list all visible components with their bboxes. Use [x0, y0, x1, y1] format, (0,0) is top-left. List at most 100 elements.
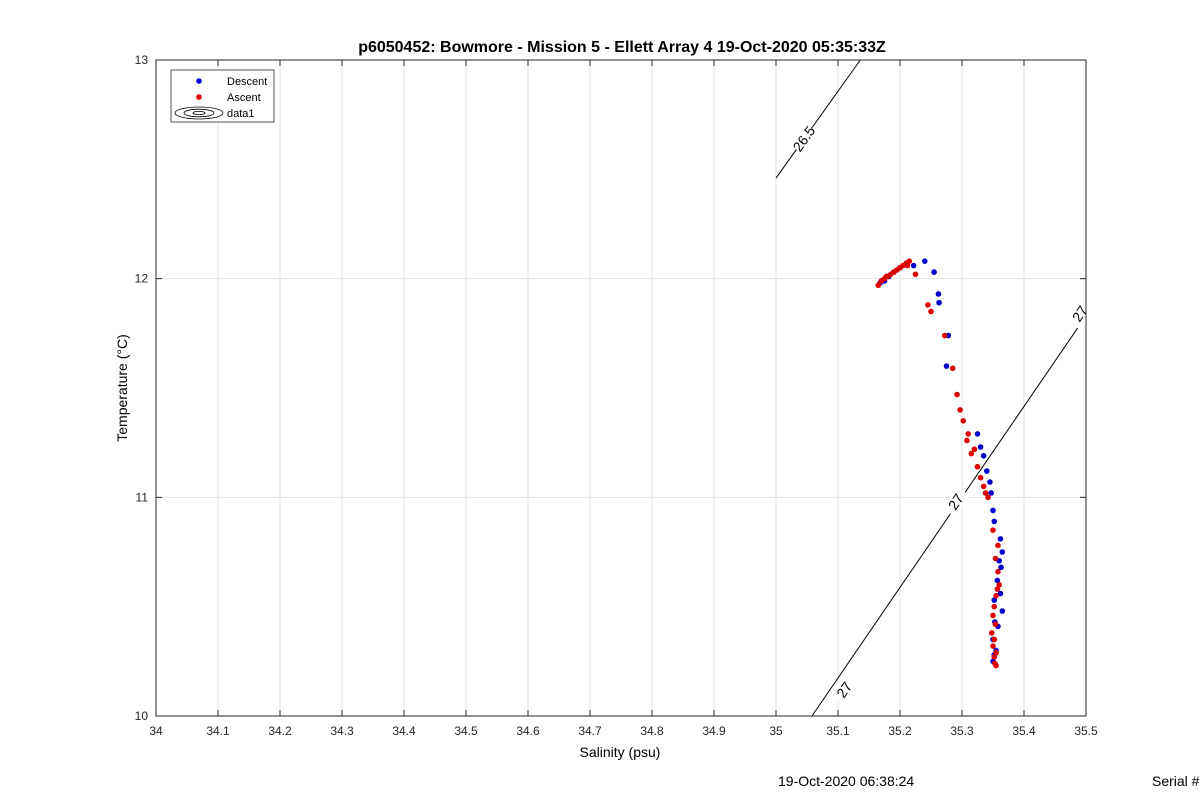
x-tick-label: 34.7: [578, 724, 602, 738]
ascent-point: [993, 592, 999, 599]
ascent-point: [980, 483, 987, 490]
x-tick-label: 34: [149, 724, 163, 738]
y-axis-ticks: 10 11 12 13: [135, 53, 1086, 723]
ascent-point: [974, 463, 981, 470]
isopycnal-label: 27: [833, 679, 855, 701]
x-tick-label: 35.3: [950, 724, 974, 738]
x-tick-label: 34.3: [330, 724, 354, 738]
ascent-point: [883, 273, 890, 280]
descent-point: [910, 262, 917, 269]
descent-point: [936, 299, 942, 306]
chart-title: p6050452: Bowmore - Mission 5 - Ellett A…: [358, 39, 886, 56]
descent-point: [997, 590, 1004, 597]
descent-point: [991, 597, 998, 603]
ascent-point: [993, 662, 999, 669]
ascent-point: [993, 649, 999, 656]
x-tick-label: 34.1: [206, 724, 230, 738]
legend-item-ascent: Ascent: [196, 92, 261, 104]
x-tick-label: 35.5: [1074, 724, 1098, 738]
descent-point: [922, 258, 928, 264]
ascent-point: [982, 490, 989, 496]
y-tick-label: 12: [135, 272, 149, 286]
descent-point: [994, 577, 1001, 584]
ascent-point: [988, 630, 995, 636]
descent-point: [997, 536, 1004, 542]
descent-point: [990, 507, 996, 514]
ascent-point: [964, 437, 970, 444]
isopycnal-label: 27: [1069, 303, 1091, 325]
x-axis-ticks: 34 34.1 34.2 34.3 34.4 34.5 34.6 34.7 34.8 34.9 35…: [149, 60, 1098, 738]
legend-marker-ascent: [196, 94, 202, 100]
ascent-point: [991, 636, 998, 643]
ascent-point: [904, 262, 911, 269]
y-axis-label: Temperature (°C): [114, 334, 130, 442]
legend-label-descent: Descent: [227, 76, 267, 88]
ascent-point: [928, 308, 934, 315]
descent-point: [977, 444, 984, 450]
ascent-point: [991, 654, 998, 660]
x-tick-label: 34.9: [702, 724, 726, 738]
ascent-point: [995, 542, 1001, 549]
isopycnal-label-bg: [1065, 298, 1094, 329]
descent-point: [991, 518, 998, 525]
descent-point: [980, 452, 987, 459]
descent-point: [998, 564, 1004, 571]
ascent-point: [990, 643, 996, 649]
descent-point: [931, 269, 937, 275]
ascent-point: [990, 612, 996, 619]
ascent-point: [991, 603, 998, 610]
ascent-point: [990, 527, 996, 533]
descent-point: [999, 549, 1006, 555]
footer-timestamp: 19-Oct-2020 06:38:24: [778, 773, 915, 789]
x-tick-label: 34.8: [640, 724, 664, 738]
ascent-point: [954, 391, 960, 398]
ascent-point: [992, 555, 999, 562]
isopycnal-label-bg: [830, 674, 859, 706]
legend-box: [170, 69, 275, 123]
isopycnal-line: [775, 59, 861, 179]
descent-point: [984, 468, 990, 474]
ascent-point: [977, 474, 984, 481]
legend-marker-descent: [196, 78, 202, 84]
ascent-point: [941, 332, 948, 339]
y-tick-label: 10: [135, 709, 149, 723]
x-tick-label: 35.2: [888, 724, 912, 738]
legend-label-data1: data1: [227, 108, 255, 120]
x-tick-label: 34.2: [268, 724, 292, 738]
x-tick-label: 35: [769, 724, 783, 738]
footer-serial: Serial #: [1152, 773, 1200, 789]
descent-point: [988, 490, 994, 496]
ascent-point: [875, 282, 882, 289]
legend-item-data1: data1: [174, 106, 255, 120]
x-tick-label: 34.5: [454, 724, 478, 738]
x-tick-label: 34.4: [392, 724, 416, 738]
descent-point: [935, 291, 942, 297]
y-tick-label: 11: [136, 490, 149, 504]
isopycnal-label-bg: [789, 123, 818, 154]
ascent-point: [906, 258, 913, 264]
legend: Descent Ascent data1: [170, 69, 275, 123]
descent-point: [974, 431, 981, 437]
ascent-point: [960, 418, 967, 424]
descent-point: [943, 363, 950, 369]
ascent-point: [912, 271, 919, 278]
x-tick-label: 35.1: [826, 724, 850, 738]
ascent-point: [971, 446, 978, 453]
ascent-point: [957, 407, 963, 413]
ascent-point: [996, 582, 1002, 588]
legend-item-descent: Descent: [196, 76, 267, 88]
x-tick-label: 34.6: [516, 724, 540, 738]
plot-frame: [155, 59, 1087, 717]
legend-label-ascent: Ascent: [227, 92, 261, 104]
isopycnal-line: [811, 315, 1087, 717]
ascent-point: [994, 586, 1001, 592]
ascent-point: [965, 431, 971, 437]
descent-point: [987, 479, 993, 485]
descent-point: [999, 608, 1006, 614]
y-tick-label: 13: [135, 53, 149, 67]
ascent-point: [925, 302, 931, 308]
ascent-point: [949, 365, 956, 372]
